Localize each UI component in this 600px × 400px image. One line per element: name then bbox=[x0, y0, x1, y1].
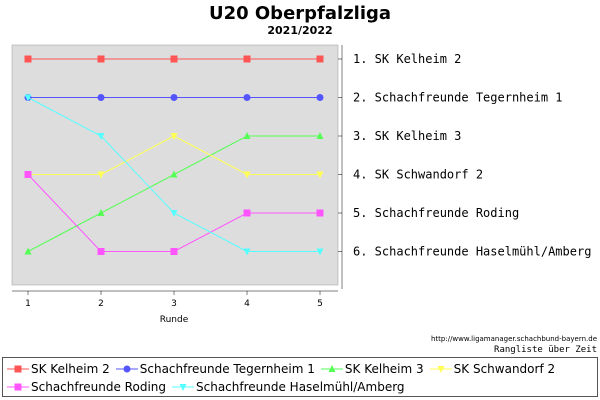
data-point bbox=[170, 133, 178, 140]
x-axis-ticks: 1 2 3 4 5 bbox=[25, 291, 323, 309]
x-tick-label: 4 bbox=[244, 299, 250, 309]
data-point bbox=[170, 94, 178, 101]
data-point bbox=[170, 210, 178, 217]
chart-caption: Rangliste über Zeit bbox=[494, 345, 597, 355]
series-group bbox=[24, 55, 324, 63]
plot-area bbox=[11, 44, 339, 286]
x-tick-label: 1 bbox=[25, 299, 31, 309]
data-point bbox=[97, 55, 105, 63]
data-point bbox=[170, 55, 178, 63]
data-point bbox=[243, 132, 251, 139]
data-point bbox=[316, 55, 324, 63]
data-point bbox=[97, 248, 105, 255]
y-axis-ticks bbox=[338, 58, 342, 252]
series-group bbox=[24, 94, 324, 256]
data-point bbox=[316, 248, 324, 256]
chart-title: U20 Oberpfalzliga bbox=[209, 3, 391, 24]
data-point bbox=[243, 248, 251, 256]
final-ranking-labels: 1. SK Kelheim 2 2. Schachfreunde Tegernhe… bbox=[353, 52, 591, 259]
data-point bbox=[24, 171, 32, 178]
legend-label: Schachfreunde Roding bbox=[31, 380, 166, 394]
legend-item: SK Schwandorf 2 bbox=[429, 362, 556, 376]
data-point bbox=[316, 132, 324, 139]
legend-item: SK Kelheim 2 bbox=[7, 362, 110, 376]
final-rank-label: 2. Schachfreunde Tegernheim 1 bbox=[353, 91, 563, 105]
legend-swatch-icon bbox=[7, 383, 29, 391]
legend-label: SK Kelheim 2 bbox=[31, 362, 110, 376]
legend-swatch-icon bbox=[429, 366, 452, 373]
legend-item: SK Kelheim 3 bbox=[320, 362, 424, 376]
legend-label: Schachfreunde Haselmühl/Amberg bbox=[196, 380, 405, 394]
final-rank-label: 1. SK Kelheim 2 bbox=[353, 52, 461, 66]
data-point bbox=[97, 171, 105, 179]
data-point bbox=[316, 94, 324, 101]
legend-item: Schachfreunde Haselmühl/Amberg bbox=[172, 380, 405, 394]
data-point bbox=[97, 209, 105, 216]
x-tick-label: 2 bbox=[98, 299, 104, 309]
legend-label: Schachfreunde Tegernheim 1 bbox=[139, 362, 315, 376]
data-point bbox=[97, 94, 105, 101]
final-rank-label: 3. SK Kelheim 3 bbox=[353, 129, 461, 143]
legend-item: Schachfreunde Tegernheim 1 bbox=[115, 362, 315, 376]
final-rank-label: 4. SK Schwandorf 2 bbox=[353, 168, 483, 182]
data-point bbox=[243, 94, 251, 101]
legend-label: SK Schwandorf 2 bbox=[453, 362, 556, 376]
legend-label: SK Kelheim 3 bbox=[344, 362, 424, 376]
legend-item: Schachfreunde Roding bbox=[7, 380, 166, 394]
data-point bbox=[243, 55, 251, 63]
series-group bbox=[24, 171, 324, 255]
legend-swatch-icon bbox=[115, 365, 138, 373]
source-url[interactable]: http://www.ligamanager.schachbund-bayern… bbox=[431, 335, 597, 343]
legend-row: SK Kelheim 2 Schachfreunde Tegernheim 1 SK… bbox=[7, 360, 561, 378]
data-point bbox=[97, 133, 105, 140]
legend-swatch-icon bbox=[172, 384, 194, 391]
series-layer bbox=[24, 55, 324, 256]
final-rank-label: 5. Schachfreunde Roding bbox=[353, 206, 519, 220]
chart-subtitle: 2021/2022 bbox=[267, 24, 332, 37]
data-point bbox=[170, 248, 178, 255]
data-point bbox=[316, 209, 324, 217]
chart-legend: SK Kelheim 2 Schachfreunde Tegernheim 1 SK… bbox=[2, 357, 598, 397]
legend-swatch-icon bbox=[320, 365, 343, 372]
legend-swatch-icon bbox=[7, 365, 29, 373]
data-point bbox=[24, 247, 32, 255]
data-point bbox=[24, 55, 32, 63]
x-axis-label: Runde bbox=[160, 315, 189, 325]
legend-row: Schachfreunde Roding Schachfreunde Haselm… bbox=[7, 378, 411, 396]
data-point bbox=[316, 171, 324, 179]
data-point bbox=[24, 94, 32, 102]
data-point bbox=[243, 171, 251, 179]
x-tick-label: 5 bbox=[317, 299, 323, 309]
data-point bbox=[243, 209, 251, 217]
data-point bbox=[170, 170, 178, 178]
x-tick-label: 3 bbox=[171, 299, 177, 309]
final-rank-label: 6. Schachfreunde Haselmühl/Amberg bbox=[353, 245, 591, 259]
